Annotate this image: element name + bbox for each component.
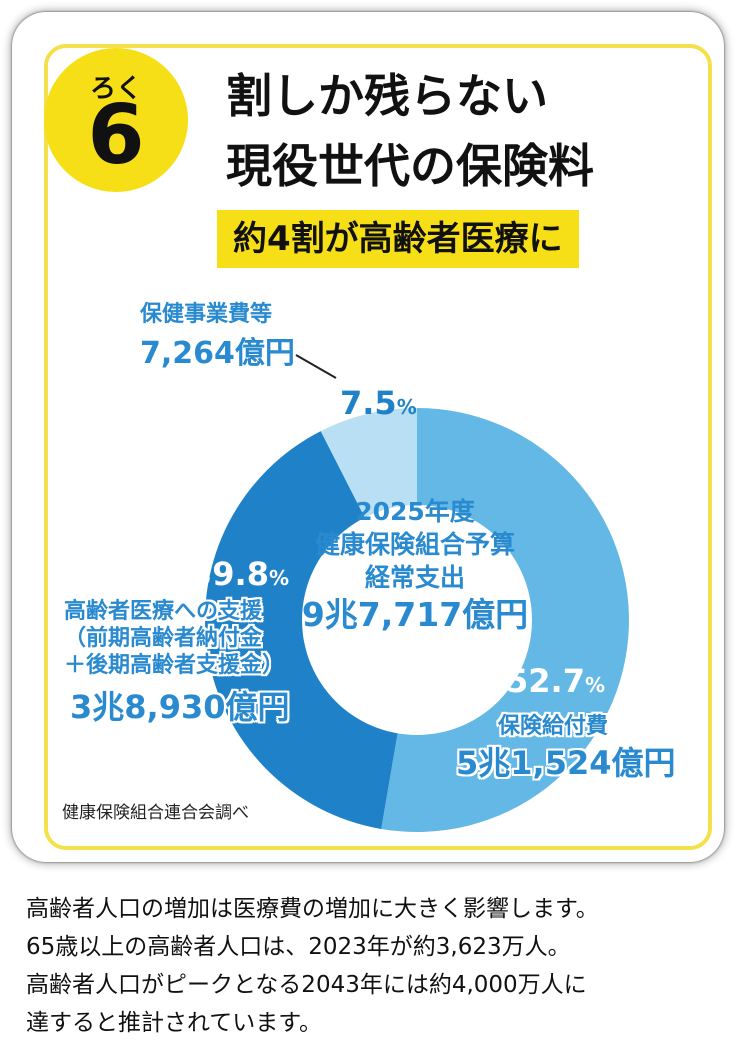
number-badge: ろく 6 <box>44 48 188 192</box>
donut-hole <box>302 505 532 735</box>
slice-label-elderly-support: 高齢者医療への支援 （前期高齢者納付金 ＋後期高齢者支援金） <box>64 599 285 678</box>
center-year: 2025年度 <box>355 497 475 526</box>
body-line-4: 達すると推計されています。 <box>26 1010 323 1036</box>
center-budget: 健康保険組合予算 <box>314 530 515 559</box>
center-total: 9兆7,717億円 <box>301 595 529 634</box>
highlight-subtitle: 約4割が高齢者医療に <box>217 210 579 268</box>
slice-amount-health-program: 7,264億円 <box>140 336 295 371</box>
body-line-3: 高齢者人口がピークとなる2043年には約4,000万人に <box>26 972 587 998</box>
slice-percent-health-program: 7.5% <box>340 384 417 422</box>
slice-amount-elderly-support: 3兆8,930億円 <box>70 688 290 726</box>
badge-number: 6 <box>87 88 145 183</box>
slice-percent-elderly-support: 39.8% <box>190 555 289 593</box>
slice-percent-insurance-benefits: 52.7% <box>506 662 605 700</box>
badge-ruby: ろく <box>89 74 142 104</box>
slice-amount-insurance-benefits: 5兆1,524億円 <box>456 744 676 782</box>
yellow-frame <box>44 44 712 850</box>
title-line-2: 現役世代の保険料 <box>226 139 594 193</box>
slice-label-insurance-benefits: 保険給付費 <box>498 714 609 739</box>
center-expense: 経常支出 <box>364 563 465 592</box>
donut-center-text: 2025年度 健康保険組合予算 経常支出 9兆7,717億円 <box>290 495 540 636</box>
body-line-2: 65歳以上の高齢者人口は、2023年が約3,623万人。 <box>26 934 571 960</box>
leader-line <box>295 354 337 379</box>
title-line-1: 割しか残らない <box>226 69 548 123</box>
body-paragraph: 高齢者人口の増加は医療費の増加に大きく影響します。 65歳以上の高齢者人口は、2… <box>26 890 726 1042</box>
source-note: 健康保険組合連合会調べ <box>62 803 249 823</box>
slice-label-health-program: 保健事業費等 <box>140 302 273 327</box>
body-line-1: 高齢者人口の増加は医療費の増加に大きく影響します。 <box>26 896 599 922</box>
